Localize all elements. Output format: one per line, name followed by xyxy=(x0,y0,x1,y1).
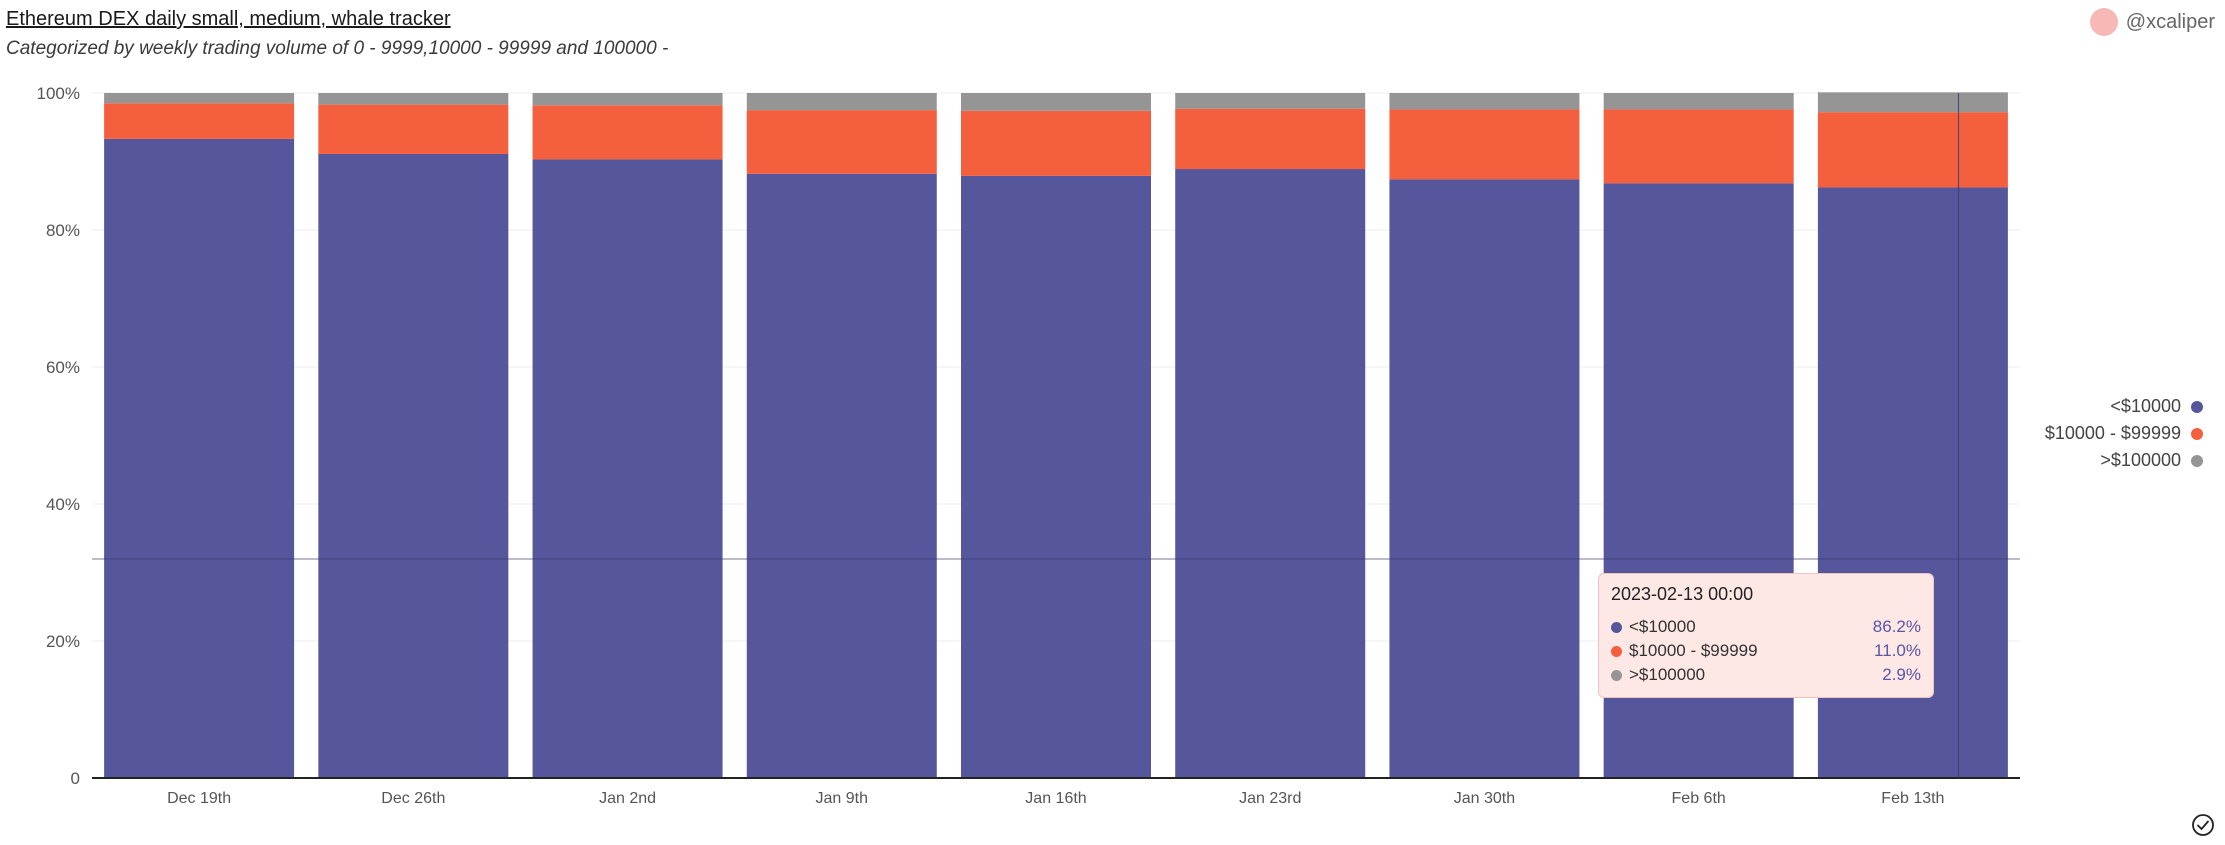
legend-item-small[interactable]: <$10000 xyxy=(2110,396,2203,417)
tooltip-row: $10000 - $99999 11.0% xyxy=(1611,639,1921,663)
bar-segment[interactable] xyxy=(1389,93,1580,110)
bar-segment[interactable] xyxy=(1603,93,1794,110)
y-tick-label: 40% xyxy=(46,495,80,514)
bar-segment[interactable] xyxy=(532,159,723,778)
tooltip-title: 2023-02-13 00:00 xyxy=(1611,584,1754,604)
legend-dot-icon xyxy=(2191,454,2203,467)
check-circle-icon[interactable] xyxy=(2191,813,2215,837)
legend-dot-icon xyxy=(2191,400,2203,413)
y-tick-label: 20% xyxy=(46,632,80,651)
chart-title[interactable]: Ethereum DEX daily small, medium, whale … xyxy=(6,8,451,30)
tooltip-dot-icon xyxy=(1611,669,1622,681)
tooltip-value: 86.2% xyxy=(1872,617,1921,636)
x-tick-label: Jan 16th xyxy=(1025,790,1086,807)
bar-segment[interactable] xyxy=(104,138,295,778)
x-tick-label: Jan 2nd xyxy=(599,790,656,807)
tooltip-dot-icon xyxy=(1611,645,1622,657)
legend-label: <$10000 xyxy=(2110,396,2181,416)
author-name: @xcaliper xyxy=(2125,10,2215,33)
y-tick-label: 80% xyxy=(46,221,80,240)
x-tick-label: Dec 26th xyxy=(381,790,445,807)
bar-segment[interactable] xyxy=(1817,92,2008,113)
legend-item-medium[interactable]: $10000 - $99999 xyxy=(2045,423,2203,444)
x-tick-label: Feb 13th xyxy=(1881,790,1944,807)
bar-segment[interactable] xyxy=(1817,112,2008,188)
tooltip-label: <$10000 xyxy=(1629,617,1696,636)
bar-segment[interactable] xyxy=(961,93,1151,111)
legend-label: >$100000 xyxy=(2100,450,2181,470)
bar-segment[interactable] xyxy=(318,153,509,779)
bar-segment[interactable] xyxy=(1389,109,1580,180)
y-tick-label: 100% xyxy=(37,84,80,103)
x-tick-label: Feb 6th xyxy=(1672,790,1726,807)
bar-segment[interactable] xyxy=(1603,109,1794,184)
bar-segment[interactable] xyxy=(961,175,1151,778)
x-tick-label: Jan 9th xyxy=(816,790,868,807)
bar-segment[interactable] xyxy=(1175,169,1366,778)
tooltip-row: <$10000 86.2% xyxy=(1611,615,1921,639)
y-tick-label: 0 xyxy=(71,769,80,788)
bar-segment[interactable] xyxy=(746,110,937,174)
author-link[interactable]: @xcaliper xyxy=(2089,8,2215,36)
bar-segment[interactable] xyxy=(104,103,295,139)
bar-segment[interactable] xyxy=(961,110,1151,176)
legend-label: $10000 - $99999 xyxy=(2044,423,2181,443)
bar-segment[interactable] xyxy=(532,93,723,106)
x-tick-label: Dec 19th xyxy=(167,790,231,807)
bar-segment[interactable] xyxy=(318,104,509,154)
tooltip-value: 2.9% xyxy=(1882,665,1921,684)
author-avatar xyxy=(2089,8,2118,36)
chart-tooltip: 2023-02-13 00:00 <$10000 86.2% $10000 - … xyxy=(1598,573,1934,698)
bar-segment[interactable] xyxy=(1175,108,1366,170)
bar-segment[interactable] xyxy=(1175,93,1366,109)
legend-item-whale[interactable]: >$100000 xyxy=(2100,450,2203,471)
bar-segment[interactable] xyxy=(746,173,937,778)
tooltip-value: 11.0% xyxy=(1874,641,1921,660)
chart-legend: <$10000 $10000 - $99999 >$100000 xyxy=(2045,396,2203,471)
tooltip-row: >$100000 2.9% xyxy=(1611,663,1921,687)
x-tick-label: Jan 23rd xyxy=(1239,790,1301,807)
y-tick-label: 60% xyxy=(46,358,80,377)
bar-segment[interactable] xyxy=(746,93,937,111)
tooltip-dot-icon xyxy=(1611,621,1622,633)
legend-dot-icon xyxy=(2191,427,2203,440)
tooltip-label: >$100000 xyxy=(1629,665,1706,684)
tooltip-label: $10000 - $99999 xyxy=(1629,641,1758,660)
bar-segment[interactable] xyxy=(104,93,295,104)
bar-segment[interactable] xyxy=(1389,179,1580,778)
chart-subtitle: Categorized by weekly trading volume of … xyxy=(6,38,669,59)
x-tick-label: Jan 30th xyxy=(1454,790,1515,807)
bar-segment[interactable] xyxy=(532,105,723,160)
bar-segment[interactable] xyxy=(318,93,509,105)
